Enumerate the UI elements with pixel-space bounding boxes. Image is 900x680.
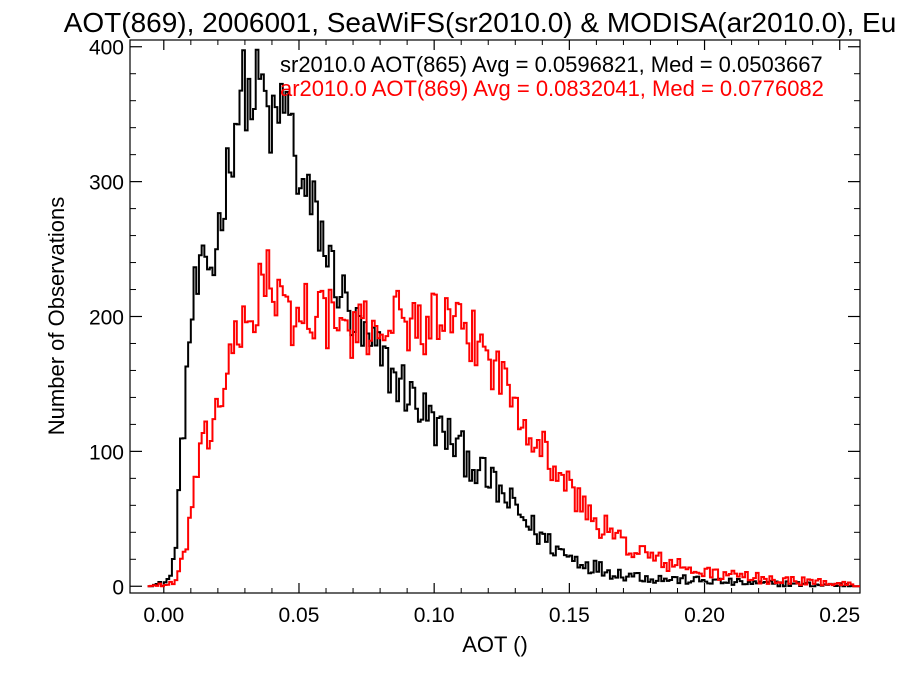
x-tick-label: 0.05 (279, 604, 320, 627)
y-tick-label: 400 (89, 37, 124, 60)
chart-title: AOT(869), 2006001, SeaWiFS(sr2010.0) & M… (64, 7, 897, 38)
y-axis-ticks: 0 100 200 300 400 (89, 37, 860, 599)
series-group (147, 48, 860, 588)
x-tick-label: 0.20 (684, 604, 725, 627)
x-tick-label: 0.00 (143, 604, 184, 627)
histogram-series-ar2010-aot869 (147, 249, 860, 588)
x-axis-label: AOT () (462, 632, 528, 657)
x-tick-label: 0.25 (819, 604, 860, 627)
x-tick-label: 0.15 (549, 604, 590, 627)
y-tick-label: 200 (89, 307, 124, 330)
x-axis-ticks: 0.00 0.05 0.10 0.15 0.20 0.25 (143, 40, 860, 627)
y-tick-label: 0 (112, 576, 124, 599)
histogram-series-sr2010-aot865 (147, 48, 860, 588)
x-tick-label: 0.10 (414, 604, 455, 627)
y-tick-label: 100 (89, 441, 124, 464)
y-tick-label: 300 (89, 172, 124, 195)
y-axis-label: Number of Observations (44, 197, 69, 435)
series-annotation-sr2010: sr2010.0 AOT(865) Avg = 0.0596821, Med =… (280, 52, 823, 77)
series-annotation-ar2010: ar2010.0 AOT(869) Avg = 0.0832041, Med =… (280, 76, 824, 101)
